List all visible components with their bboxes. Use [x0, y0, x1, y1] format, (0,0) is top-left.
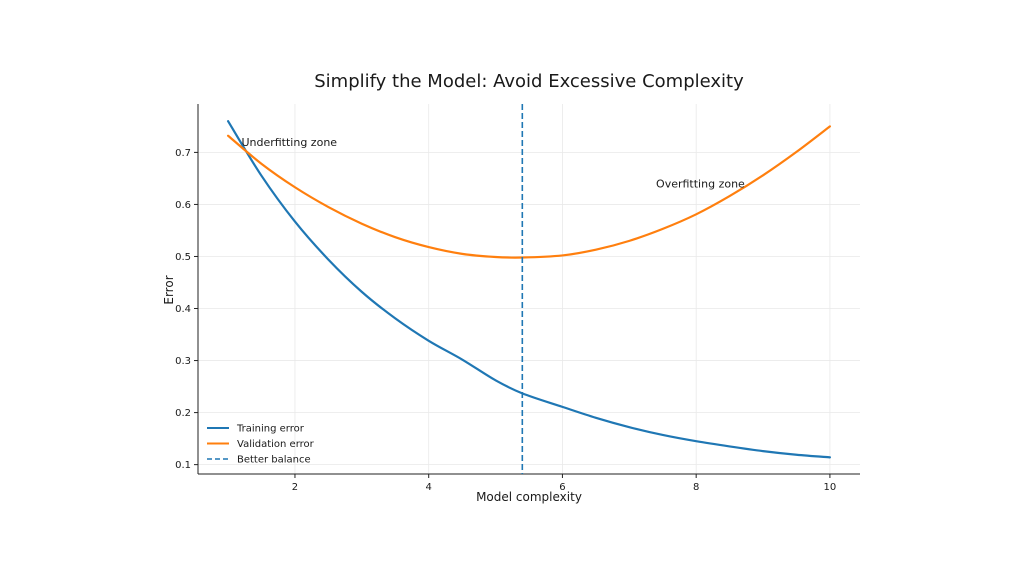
series-lines: [226, 104, 832, 474]
legend-entry: Validation error: [237, 439, 315, 450]
y-tick-label: 0.5: [175, 252, 191, 263]
x-tick-label: 4: [426, 482, 432, 493]
x-tick-label: 6: [559, 482, 565, 493]
legend-entry: Training error: [236, 424, 305, 435]
underfitting-zone-label: Underfitting zone: [241, 136, 337, 149]
y-axis-label: Error: [162, 275, 176, 304]
x-axis-label: Model complexity: [476, 490, 582, 504]
series-line-training-error: [226, 120, 832, 459]
grid: [198, 104, 860, 474]
y-tick-label: 0.6: [175, 200, 191, 211]
annotations: Underfitting zone Overfitting zone: [241, 136, 745, 191]
axes: [197, 104, 860, 475]
y-tick-label: 0.2: [175, 408, 191, 419]
y-tick-label: 0.1: [175, 460, 191, 471]
x-tick-label: 2: [292, 482, 298, 493]
y-tick-label: 0.7: [175, 148, 191, 159]
ticks: 2 4 6 8 10 0.1 0.2 0.3 0.4 0.5 0.6 0.7: [175, 148, 836, 493]
y-tick-label: 0.3: [175, 356, 191, 367]
legend-entry: Better balance: [237, 455, 311, 466]
x-tick-label: 10: [824, 482, 837, 493]
x-tick-label: 8: [693, 482, 699, 493]
overfitting-zone-label: Overfitting zone: [656, 178, 745, 191]
chart-title: Simplify the Model: Avoid Excessive Comp…: [314, 71, 744, 92]
legend: Training error Validation error Better bal…: [207, 424, 315, 466]
y-tick-label: 0.4: [175, 304, 191, 315]
